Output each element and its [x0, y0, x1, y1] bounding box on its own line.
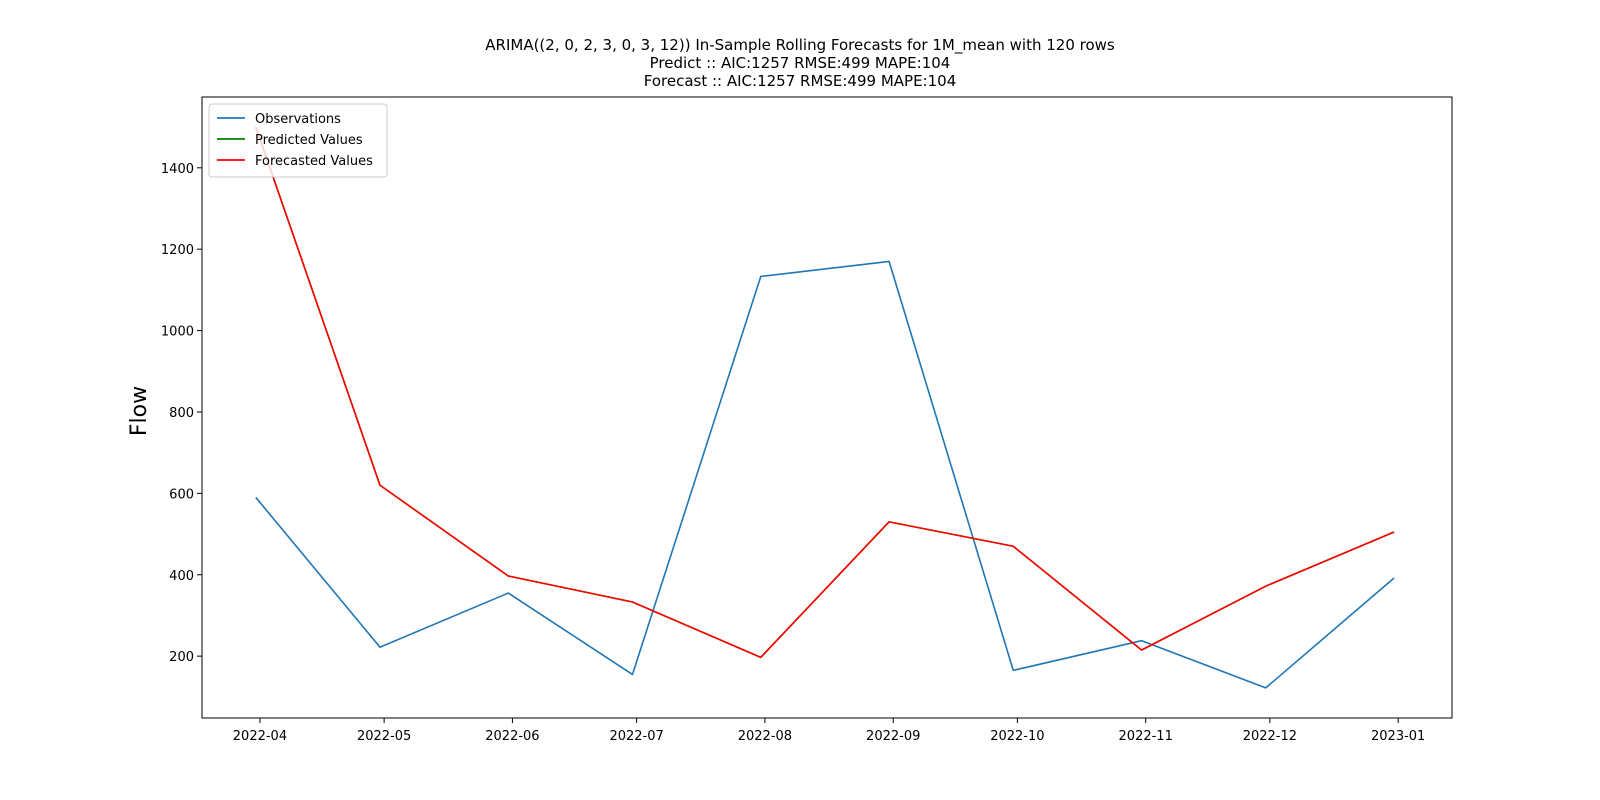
- y-tick-label: 400: [169, 569, 194, 584]
- y-tick-label: 1000: [161, 325, 194, 340]
- y-tick-label: 1200: [161, 243, 194, 258]
- legend-label: Forecasted Values: [255, 154, 373, 169]
- y-tick-label: 200: [169, 650, 194, 665]
- legend-label: Predicted Values: [255, 133, 363, 148]
- legend: Observations Predicted Values Forecasted V…: [208, 103, 388, 178]
- axes-frame: [201, 96, 1453, 719]
- y-tick-label: 600: [169, 487, 194, 502]
- y-tick-label: 800: [169, 406, 194, 421]
- series-line-observations: [255, 260, 1395, 689]
- series-layer: [255, 126, 1395, 689]
- y-tick-label: 1400: [161, 162, 194, 177]
- x-tick-label: 2023-01: [1371, 729, 1425, 744]
- chart-subtitle-forecast: Forecast :: AIC:1257 RMSE:499 MAPE:104: [643, 72, 957, 90]
- x-tick-label: 2022-10: [990, 729, 1044, 744]
- chart-title-block: ARIMA((2, 0, 2, 3, 0, 3, 12)) In-Sample …: [0, 36, 1600, 90]
- axes-layer: 2022-04 2022-05 2022-06 2022-07 2022-08 2022-…: [161, 96, 1453, 744]
- x-tick-label: 2022-06: [485, 729, 539, 744]
- chart-title: ARIMA((2, 0, 2, 3, 0, 3, 12)) In-Sample …: [485, 36, 1115, 54]
- x-tick-label: 2022-07: [609, 729, 663, 744]
- x-tick-label: 2022-09: [866, 729, 920, 744]
- plot-area: [202, 97, 1452, 718]
- series-line-forecasted-values: [255, 126, 1395, 659]
- x-tick-label: 2022-12: [1243, 729, 1297, 744]
- x-tick-label: 2022-04: [233, 729, 287, 744]
- x-tick-label: 2022-08: [738, 729, 792, 744]
- x-tick-label: 2022-05: [357, 729, 411, 744]
- chart-subtitle-predict: Predict :: AIC:1257 RMSE:499 MAPE:104: [649, 54, 951, 72]
- x-tick-label: 2022-11: [1119, 729, 1173, 744]
- plot-background: [202, 97, 1452, 718]
- y-axis-label: Flow: [127, 386, 152, 436]
- legend-box: [208, 103, 388, 178]
- legend-label: Observations: [255, 112, 341, 127]
